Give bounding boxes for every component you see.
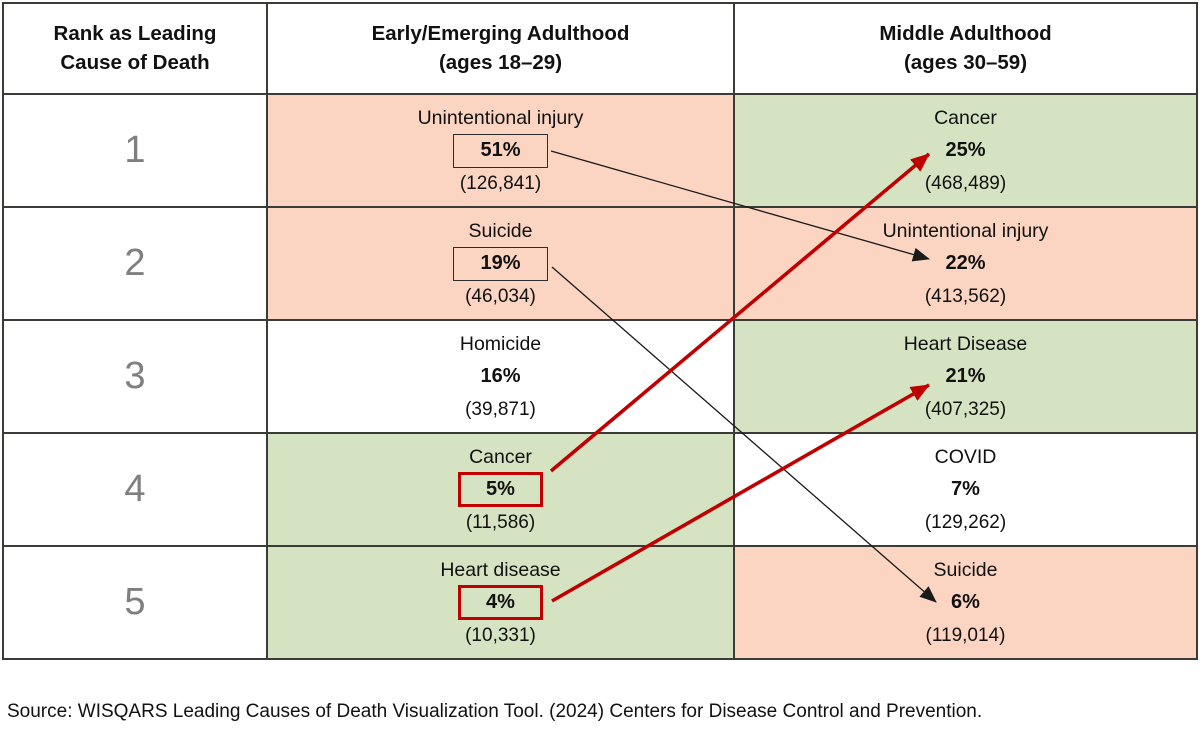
header-rank-column: Rank as Leading Cause of Death bbox=[4, 4, 266, 93]
death-count: (407,325) bbox=[924, 398, 1007, 420]
death-count: (11,586) bbox=[465, 511, 536, 533]
rank-1: 1 bbox=[4, 95, 266, 206]
percent-value-boxed-red: 5% bbox=[458, 472, 543, 507]
cause-label: Suicide bbox=[468, 219, 533, 242]
middle-rank4-cell: COVID 7% (129,262) bbox=[735, 434, 1196, 545]
rank-2: 2 bbox=[4, 208, 266, 319]
cause-label: Unintentional injury bbox=[882, 219, 1049, 242]
early-rank5-cell: Heart disease 4% (10,331) bbox=[268, 547, 733, 658]
death-count: (119,014) bbox=[925, 624, 1006, 646]
middle-rank5-cell: Suicide 6% (119,014) bbox=[735, 547, 1196, 658]
death-count: (126,841) bbox=[459, 172, 542, 194]
cause-label: Cancer bbox=[934, 106, 997, 129]
cause-label: Heart Disease bbox=[903, 332, 1028, 355]
header-early-adulthood-column: Early/Emerging Adulthood (ages 18–29) bbox=[268, 4, 733, 93]
causes-table: Rank as Leading Cause of Death Early/Eme… bbox=[2, 2, 1198, 660]
cause-label: Unintentional injury bbox=[417, 106, 584, 129]
source-citation: Source: WISQARS Leading Causes of Death … bbox=[7, 701, 983, 722]
percent-value-boxed: 51% bbox=[452, 133, 549, 168]
cause-label: Suicide bbox=[933, 558, 998, 581]
early-rank2-cell: Suicide 19% (46,034) bbox=[268, 208, 733, 319]
percent-value: 16% bbox=[480, 365, 521, 387]
middle-rank1-cell: Cancer 25% (468,489) bbox=[735, 95, 1196, 206]
cause-label: Heart disease bbox=[440, 558, 561, 581]
death-count: (129,262) bbox=[924, 511, 1007, 533]
middle-rank3-cell: Heart Disease 21% (407,325) bbox=[735, 321, 1196, 432]
percent-value-boxed-red: 4% bbox=[458, 585, 543, 620]
death-count: (10,331) bbox=[465, 624, 536, 646]
cause-label: COVID bbox=[934, 445, 997, 468]
death-count: (39,871) bbox=[465, 398, 536, 420]
percent-value: 25% bbox=[945, 139, 986, 161]
rank-4: 4 bbox=[4, 434, 266, 545]
death-count: (413,562) bbox=[924, 285, 1007, 307]
percent-value: 7% bbox=[951, 478, 980, 500]
percent-value: 22% bbox=[945, 252, 986, 274]
cause-label: Homicide bbox=[459, 332, 542, 355]
early-rank1-cell: Unintentional injury 51% (126,841) bbox=[268, 95, 733, 206]
middle-rank2-cell: Unintentional injury 22% (413,562) bbox=[735, 208, 1196, 319]
percent-value: 21% bbox=[945, 365, 986, 387]
death-count: (46,034) bbox=[465, 285, 536, 307]
early-rank4-cell: Cancer 5% (11,586) bbox=[268, 434, 733, 545]
rank-5: 5 bbox=[4, 547, 266, 658]
cause-label: Cancer bbox=[469, 445, 532, 468]
death-count: (468,489) bbox=[924, 172, 1007, 194]
percent-value: 6% bbox=[951, 591, 980, 613]
percent-value-boxed: 19% bbox=[452, 246, 549, 281]
rank-3: 3 bbox=[4, 321, 266, 432]
header-middle-adulthood-column: Middle Adulthood (ages 30–59) bbox=[735, 4, 1196, 93]
early-rank3-cell: Homicide 16% (39,871) bbox=[268, 321, 733, 432]
